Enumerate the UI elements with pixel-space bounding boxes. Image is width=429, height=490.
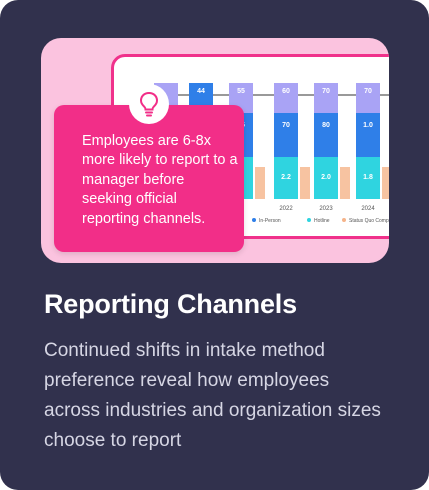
legend-label: Hotline [314, 218, 330, 224]
bar-top-segment [356, 83, 380, 113]
legend-label: In-Person [259, 218, 281, 224]
bar-middle-segment [274, 113, 298, 157]
bar-lower-segment [314, 157, 338, 199]
bar-lower-segment [274, 157, 298, 199]
comparison-bar [340, 167, 350, 199]
bar-top-segment [314, 83, 338, 113]
bar-top-label: 44 [197, 88, 205, 95]
bar-lower-label: 2.0 [321, 174, 331, 181]
legend-swatch [342, 218, 346, 222]
comparison-bar [382, 167, 389, 199]
card-title: Reporting Channels [44, 289, 297, 319]
card-description: Continued shifts in intake method prefer… [44, 340, 381, 451]
comparison-bar [255, 167, 265, 199]
x-tick-label: 2024 [361, 206, 375, 212]
callout-text: Employees are 6-8x more likely to report… [82, 133, 238, 227]
bar-top-label: 70 [322, 88, 330, 95]
legend-label: Status Quo Comparison [349, 218, 389, 224]
x-tick-label: 2022 [279, 206, 293, 212]
bar-top-label: 70 [364, 88, 372, 95]
legend-swatch [252, 218, 256, 222]
lightbulb-icon [139, 91, 159, 117]
comparison-bar [300, 167, 310, 199]
bar-top-label: 55 [237, 88, 245, 95]
bar-middle-segment [356, 113, 380, 157]
bar-middle-label: 1.0 [363, 122, 373, 129]
bar-lower-label: 2.2 [281, 174, 291, 181]
bar-middle-label: 80 [322, 122, 330, 129]
lightbulb-badge [129, 84, 169, 124]
bar-middle-label: 70 [282, 122, 290, 129]
x-tick-label: 2023 [319, 206, 333, 212]
bar-top-label: 60 [282, 88, 290, 95]
bar-top-segment [274, 83, 298, 113]
bar-middle-segment [314, 113, 338, 157]
bar-lower-segment [356, 157, 380, 199]
stat-callout: Employees are 6-8x more likely to report… [54, 105, 244, 252]
bar-lower-label: 1.8 [363, 174, 373, 181]
legend-swatch [307, 218, 311, 222]
